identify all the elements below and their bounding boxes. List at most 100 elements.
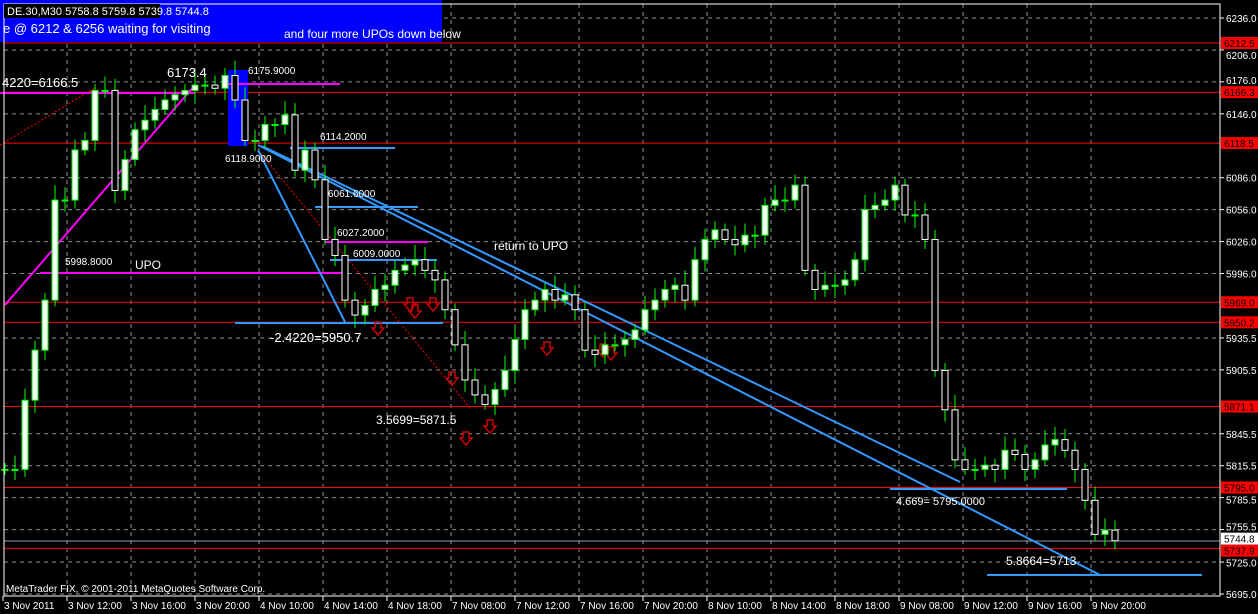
down-arrow-icon (539, 341, 555, 357)
down-arrow-icon (402, 297, 418, 313)
candle-body (711, 229, 719, 240)
candle-body (421, 259, 429, 271)
y-tick-label: 5905.5 (1226, 366, 1257, 377)
candle-body (1071, 449, 1079, 470)
time-axis[interactable]: 3 Nov 2011 3 Nov 12:00 3 Nov 16:00 3 Nov 20… (2, 596, 1146, 612)
candle-body (821, 284, 829, 290)
candle-body (101, 89, 109, 92)
candle-body (441, 279, 449, 311)
candle-body (431, 269, 439, 281)
candle-body (361, 304, 369, 316)
candle-body (151, 109, 159, 121)
candle-body (951, 409, 959, 461)
annotation-label: 6175.9000 (248, 66, 296, 77)
candle-body (801, 184, 809, 271)
candle-body (251, 139, 259, 142)
down-arrow-icon (458, 431, 474, 447)
candle-body (1021, 454, 1029, 470)
candle-body (681, 284, 689, 301)
candles (1, 60, 1119, 550)
candle-body (1061, 439, 1069, 451)
red-trendline (0, 87, 96, 146)
candle-body (11, 468, 19, 471)
candle-body (1081, 468, 1089, 501)
candle-body (861, 209, 869, 261)
candle-body (581, 309, 589, 351)
candle-body (981, 464, 989, 470)
candle-body (771, 199, 779, 206)
candle-body (391, 269, 399, 286)
fib-line (4, 84, 196, 306)
banner-text-2: and four more UPOs down below (284, 27, 461, 41)
candle-body (1051, 439, 1059, 446)
candle-body (41, 299, 49, 351)
candle-body (1001, 449, 1009, 470)
y-tick-label: 6086.0 (1226, 174, 1257, 185)
candle-body (741, 234, 749, 246)
x-tick-label: 8 Nov 18:00 (836, 601, 890, 612)
price-level-label: 5737.9 (1224, 547, 1255, 558)
candle-body (751, 234, 759, 237)
annotation-label: return to UPO (494, 239, 568, 253)
candle-body (141, 119, 149, 131)
candle-body (311, 149, 319, 181)
candle-body (371, 288, 379, 306)
x-tick-label: 9 Nov 20:00 (1092, 601, 1146, 612)
blue-trendline (261, 145, 961, 483)
candle-body (321, 179, 329, 240)
x-tick-label: 9 Nov 08:00 (900, 601, 954, 612)
candle-body (611, 344, 619, 347)
candle-body (541, 288, 549, 301)
candle-body (501, 369, 509, 391)
y-tick-label: 5785.5 (1226, 496, 1257, 507)
price-level-tag (1221, 316, 1258, 329)
candle-body (901, 184, 909, 216)
candle-body (941, 369, 949, 411)
annotation-label: 6118.9000 (225, 154, 272, 165)
candle-body (211, 84, 219, 89)
candle-body (181, 89, 189, 96)
price-level-tag (1221, 296, 1258, 309)
candle-body (461, 344, 469, 381)
candle-body (921, 214, 929, 240)
price-level-tag (1221, 86, 1258, 99)
candle-body (1011, 449, 1019, 456)
candle-body (651, 299, 659, 311)
candle-body (701, 238, 709, 261)
annotation-label: 6061.6000 (328, 189, 376, 200)
candle-body (71, 149, 79, 201)
y-tick-label: 5996.0 (1226, 270, 1257, 281)
price-level-tag (1221, 544, 1258, 557)
candle-body (641, 309, 649, 331)
y-tick-label: 5725.0 (1226, 559, 1257, 570)
annotation-label: 6009.0000 (353, 249, 401, 260)
annotation-label: -2.4220=5950.7 (270, 330, 361, 345)
candle-body (261, 123, 269, 141)
candle-body (991, 464, 999, 470)
x-tick-label: 9 Nov 12:00 (964, 601, 1018, 612)
candle-body (221, 74, 229, 89)
price-axis[interactable]: 6236.0 6206.0 6176.0 6146.0 6086.0 6056.0 6026… (1220, 14, 1258, 601)
candle-body (481, 394, 489, 405)
price-level-label: 5950.2 (1224, 318, 1255, 329)
candle-body (781, 199, 789, 202)
price-level-tag (1221, 37, 1258, 50)
candle-body (831, 284, 839, 287)
candle-body (591, 349, 599, 355)
candle-body (281, 114, 289, 125)
candle-body (561, 294, 569, 301)
candle-body (381, 284, 389, 290)
x-tick-label: 7 Nov 08:00 (452, 601, 506, 612)
annotation-label: 6114.2000 (320, 132, 367, 143)
price-levels (4, 42, 1220, 549)
x-tick-label: 3 Nov 20:00 (196, 601, 250, 612)
candle-body (241, 99, 249, 141)
annotation-label: UPO (135, 258, 161, 272)
candle-body (291, 114, 299, 171)
price-level-label: 6166.3 (1224, 88, 1255, 99)
candle-body (551, 288, 559, 301)
price-level-label: 5969.0 (1224, 298, 1255, 309)
bid-label: 5744.8 (1224, 535, 1255, 546)
candle-body (91, 89, 99, 141)
